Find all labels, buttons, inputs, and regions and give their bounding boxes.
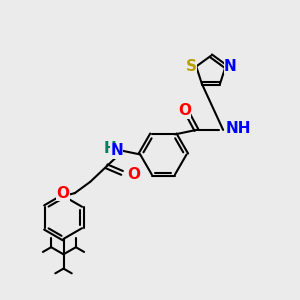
Text: N: N (110, 143, 123, 158)
Text: O: O (56, 186, 70, 201)
Text: NH: NH (225, 121, 251, 136)
Text: O: O (178, 103, 191, 118)
Text: N: N (224, 59, 237, 74)
Text: O: O (128, 167, 140, 182)
Text: S: S (186, 59, 197, 74)
Text: H: H (104, 141, 116, 156)
